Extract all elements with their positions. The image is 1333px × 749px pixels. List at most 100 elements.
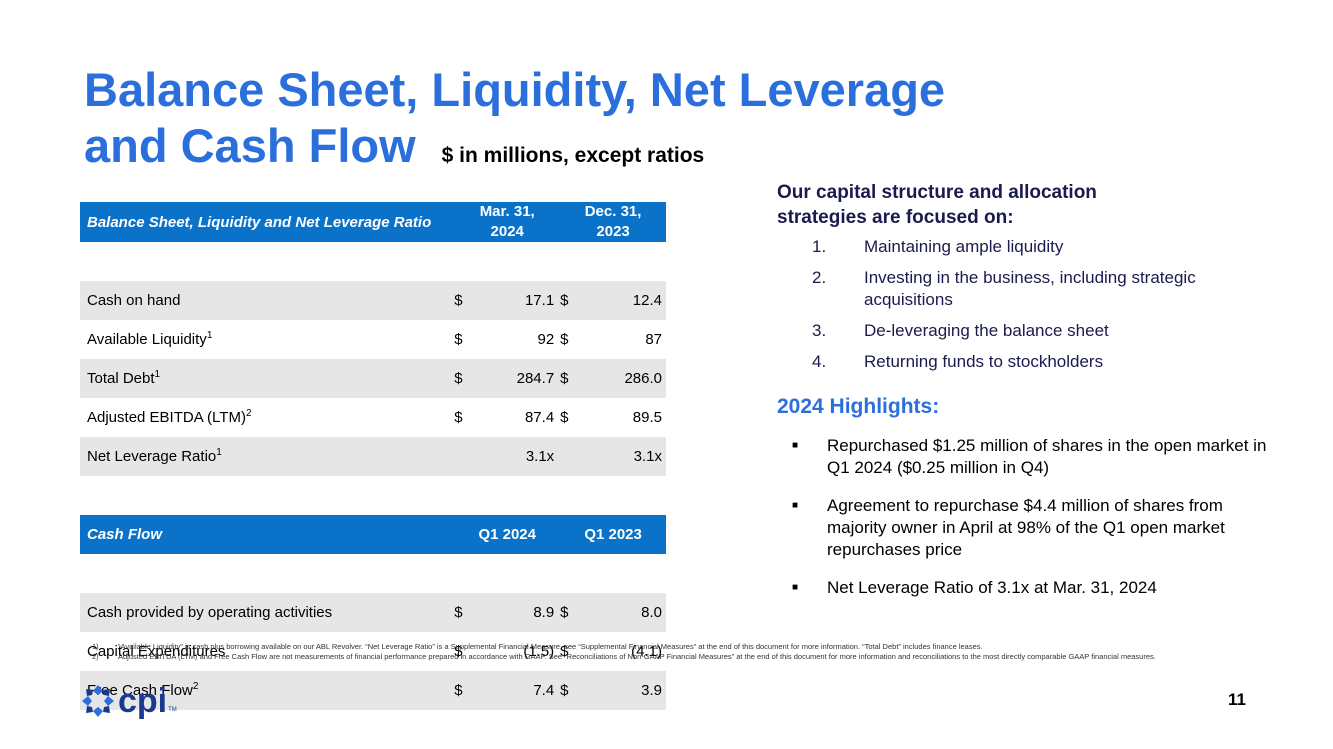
cell-value: 284.7 [480, 359, 561, 398]
page-number: 11 [1228, 690, 1246, 709]
list-item: 1. Maintaining ample liquidity [812, 236, 1277, 258]
cpi-logo-icon [82, 685, 114, 717]
cell-value: 92 [537, 331, 555, 348]
currency-symbol: $ [454, 359, 481, 398]
list-item: 2. Investing in the business, including s… [812, 267, 1277, 311]
footnote-text: Adjusted EBITDA (LTM) and Free Cash Flow… [118, 652, 1156, 661]
trademark-mark: TM [168, 707, 177, 713]
footnote-marker: 1 [206, 330, 213, 341]
cell-value: 7.4 [480, 671, 561, 710]
column-header-line: Mar. 31, [479, 203, 535, 220]
currency-symbol: $ [454, 281, 481, 320]
list-text: Repurchased $1.25 million of shares in t… [827, 436, 1267, 477]
cell-value: 3.1x [560, 437, 666, 476]
highlights-heading: 2024 Highlights: [777, 395, 940, 418]
bullet-icon: ■ [792, 582, 799, 593]
currency-symbol: $ [560, 643, 569, 660]
footnotes: 1) “Available Liquidity” is cash plus bor… [92, 642, 1156, 662]
table-header-row: Balance Sheet, Liquidity and Net Leverag… [80, 202, 666, 242]
row-label-wrap: Total Debt1 [80, 359, 455, 398]
column-header-mar-2024: Mar. 31, 2024 [454, 202, 561, 242]
cell-value: 8.0 [586, 593, 666, 632]
footnote-marker: 2 [192, 681, 199, 692]
list-item: ■ Agreement to repurchase $4.4 million of… [777, 495, 1277, 561]
currency-symbol: $ [560, 409, 569, 426]
footnote-marker: 1 [216, 447, 222, 458]
list-text: Maintaining ample liquidity [864, 237, 1064, 256]
financial-table: Balance Sheet, Liquidity and Net Leverag… [80, 202, 666, 710]
footnote: 2) Adjusted EBITDA (LTM) and Free Cash Fl… [92, 652, 1156, 662]
row-label: Capital Expenditures [87, 643, 226, 660]
currency-symbol: $ [560, 671, 587, 710]
table-row: Capital Expenditures $ (1.5) $ (4.1) [80, 632, 666, 671]
list-text: Investing in the business, including str… [864, 268, 1196, 309]
table-header-label: Balance Sheet, Liquidity and Net Leverag… [80, 202, 455, 242]
row-label-wrap: Adjusted EBITDA (LTM)2 [80, 398, 454, 437]
row-label: Cash provided by operating activities [80, 593, 455, 632]
capital-strategy-panel: Our capital structure and allocation str… [777, 180, 1277, 615]
cell-value: 286.0 [586, 359, 666, 398]
cell-value: 87 [645, 331, 662, 348]
focus-heading: Our capital structure and allocation str… [777, 180, 1277, 230]
column-header-q1-2024: Q1 2024 [454, 515, 561, 554]
list-number: 3. [812, 321, 827, 340]
cell-value: (1.5) [523, 643, 555, 660]
row-label: Total Debt [87, 370, 155, 387]
logo-wordmark: cpi [118, 682, 168, 720]
title-line-2-wrap: and Cash Flow $ in millions, except rati… [84, 118, 945, 184]
column-header-dec-2023: Dec. 31, 2023 [560, 202, 666, 242]
focus-list: 1. Maintaining ample liquidity 2. Investin… [777, 236, 1277, 373]
list-number: 1. [812, 237, 827, 256]
list-item: ■ Repurchased $1.25 million of shares in … [777, 435, 1277, 479]
cell-value: 8.9 [480, 593, 561, 632]
list-number: 4. [812, 352, 827, 371]
table-row: Total Debt1 $ 284.7 $ 286.0 [80, 359, 666, 398]
currency-symbol: $ [560, 281, 587, 320]
company-logo: cpi TM [80, 683, 177, 719]
row-label-wrap: Available Liquidity1 [80, 320, 454, 359]
highlights-list: ■ Repurchased $1.25 million of shares in … [777, 435, 1277, 599]
list-item: ■ Net Leverage Ratio of 3.1x at Mar. 31, … [777, 577, 1277, 599]
row-label: Adjusted EBITDA (LTM) [87, 409, 246, 426]
cell-value: 3.9 [586, 671, 666, 710]
row-label: Free Cash Flow [87, 682, 193, 699]
page-title: Balance Sheet, Liquidity, Net Leverage a… [84, 62, 945, 184]
list-text: Returning funds to stockholders [864, 352, 1104, 371]
column-header-line: Dec. 31, [584, 203, 642, 220]
footnote-number: 2) [92, 652, 99, 661]
cash-flow-header-row: Cash Flow Q1 2024 Q1 2023 [80, 515, 666, 554]
row-label: Net Leverage Ratio [87, 448, 217, 465]
list-text: De-leveraging the balance sheet [864, 321, 1109, 340]
list-text: Net Leverage Ratio of 3.1x at Mar. 31, 2… [827, 578, 1157, 597]
cell-value: (4.1) [631, 643, 662, 660]
cell-value: 87.4 [524, 409, 555, 426]
focus-heading-line: strategies are focused on: [777, 207, 1014, 228]
footnote-marker: 2 [245, 408, 252, 419]
column-header-line: 2023 [596, 223, 630, 240]
bullet-icon: ■ [792, 440, 799, 451]
row-label: Cash on hand [80, 281, 455, 320]
list-number: 2. [812, 268, 827, 287]
table-row: Adjusted EBITDA (LTM)2 $ 87.4 $ 89.5 [80, 398, 666, 437]
table-row: Cash on hand $ 17.1 $ 12.4 [80, 281, 666, 320]
column-header-line: 2024 [490, 223, 524, 240]
cell-value: 12.4 [586, 281, 666, 320]
currency-symbol: $ [560, 593, 587, 632]
list-item: 3. De-leveraging the balance sheet [812, 320, 1277, 342]
footnote-text: “Available Liquidity” is cash plus borro… [118, 642, 983, 651]
cell-value: 3.1x [454, 437, 561, 476]
footnote-marker: 1 [154, 369, 161, 380]
footnote: 1) “Available Liquidity” is cash plus bor… [92, 642, 1156, 652]
list-text: Agreement to repurchase $4.4 million of … [827, 496, 1225, 559]
table-row: Free Cash Flow2 $ 7.4 $ 3.9 [80, 671, 666, 710]
focus-heading-line: Our capital structure and allocation [777, 182, 1097, 203]
cell-value: 89.5 [632, 409, 662, 426]
title-line-1: Balance Sheet, Liquidity, Net Leverage [84, 63, 946, 116]
table-row: Net Leverage Ratio1 3.1x 3.1x [80, 437, 666, 476]
bullet-icon: ■ [792, 500, 799, 511]
cash-flow-header-label: Cash Flow [80, 515, 455, 554]
units-subtitle: $ in millions, except ratios [441, 144, 705, 167]
currency-symbol: $ [454, 593, 481, 632]
currency-symbol: $ [560, 331, 569, 348]
row-label-wrap: Free Cash Flow2 [80, 671, 455, 710]
